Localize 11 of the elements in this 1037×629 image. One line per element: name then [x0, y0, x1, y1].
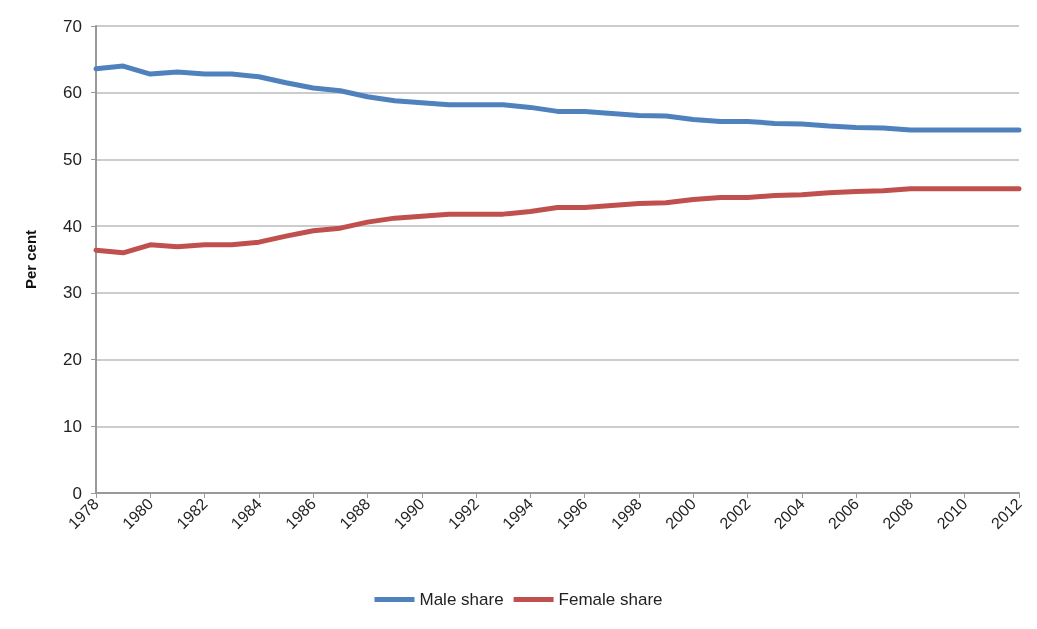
y-tick-label: 30 — [63, 283, 82, 303]
legend-label: Female share — [558, 590, 663, 609]
y-tick-label: 40 — [63, 216, 82, 236]
y-tick-label: 0 — [72, 483, 82, 503]
y-tick-label: 20 — [63, 350, 82, 370]
y-tick-label: 50 — [63, 149, 82, 169]
legend-label: Male share — [419, 590, 504, 609]
y-axis-title: Per cent — [22, 229, 39, 290]
y-tick-label: 60 — [63, 83, 82, 103]
y-tick-label: 10 — [63, 416, 82, 436]
y-tick-label: 70 — [63, 16, 82, 36]
